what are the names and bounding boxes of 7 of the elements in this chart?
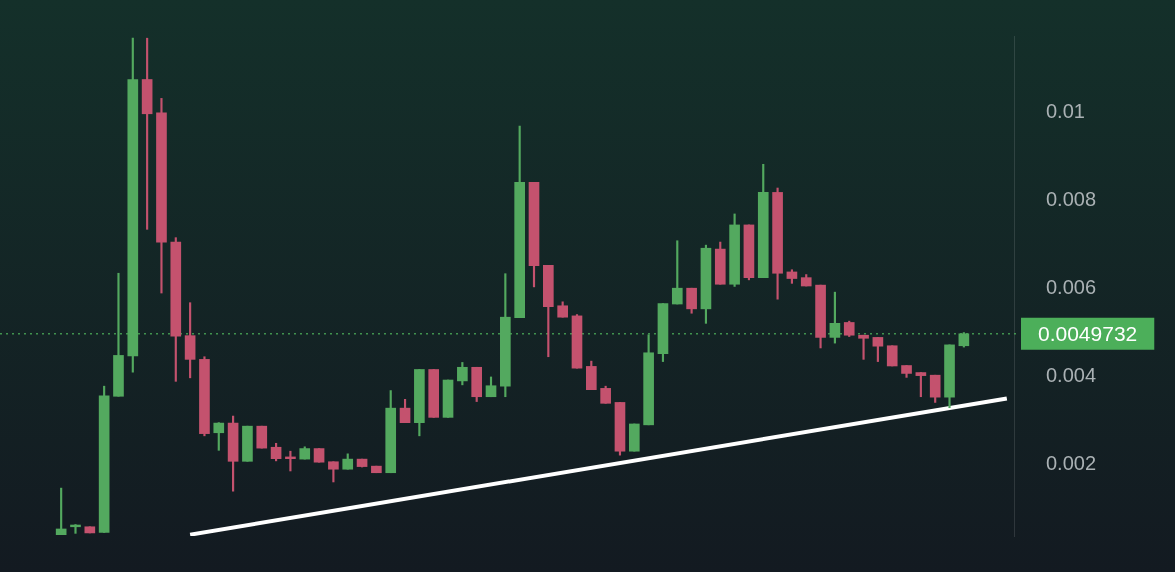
ref-line-label: 0.0049732: [1038, 321, 1138, 345]
y-tick-label: 0.006: [1046, 276, 1097, 299]
y-tick-label: 0.002: [1046, 451, 1097, 474]
candlestick: [858, 334, 869, 360]
y-tick-label: 0.008: [1046, 188, 1097, 211]
y-tick-label: 0.004: [1046, 364, 1097, 387]
y-tick-label: 0.01: [1046, 100, 1085, 123]
